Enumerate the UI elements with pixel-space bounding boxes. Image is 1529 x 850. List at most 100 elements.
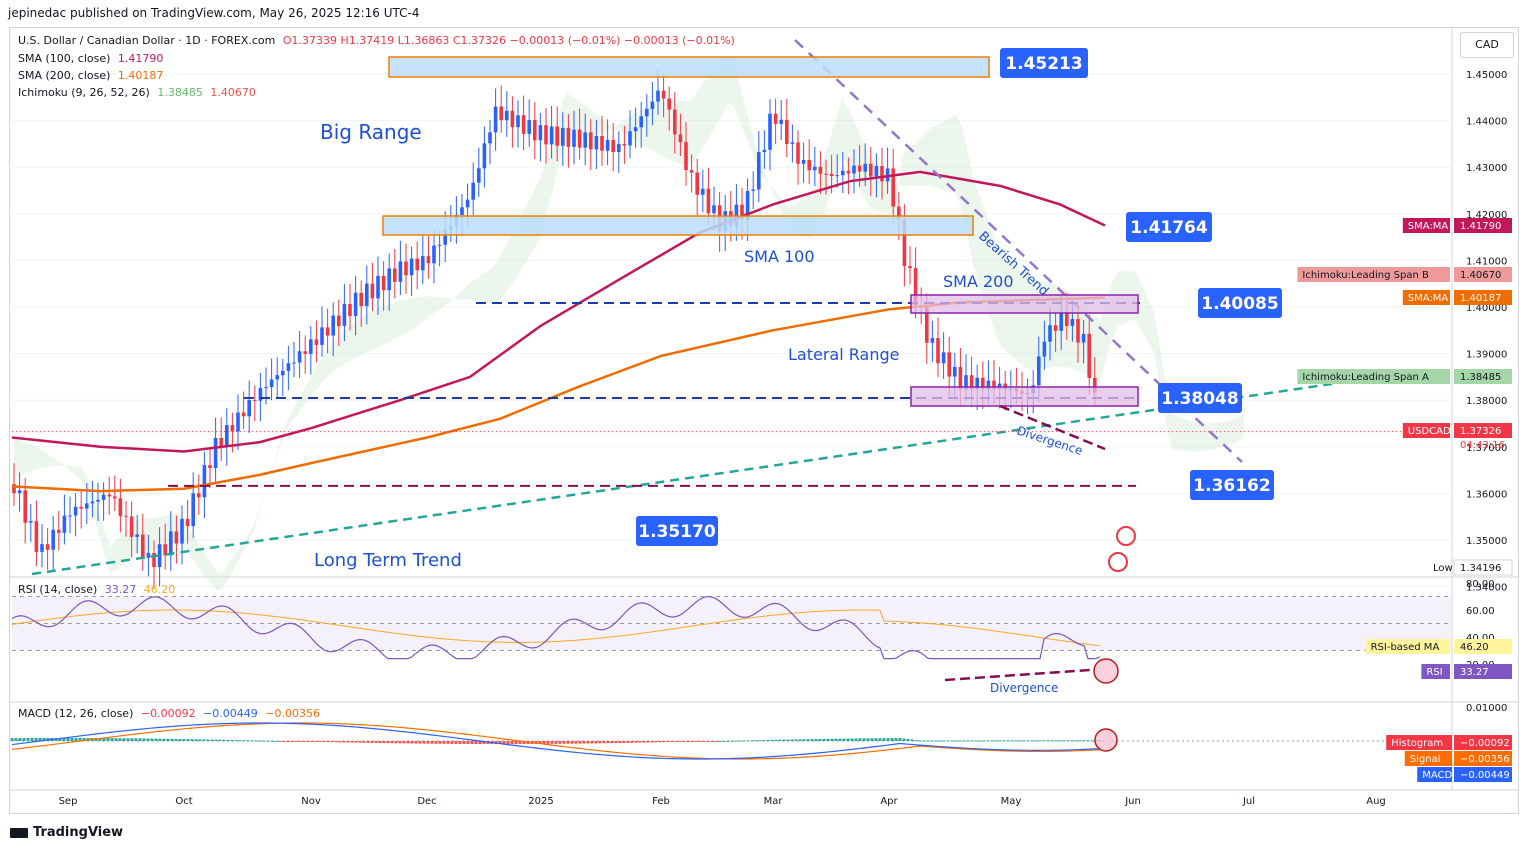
us-flag-icon bbox=[1108, 552, 1128, 572]
candle-body bbox=[785, 119, 789, 144]
candle-body bbox=[706, 188, 711, 214]
y-tick-label: 1.38000 bbox=[1466, 396, 1507, 407]
rsi-tag-value-box bbox=[1454, 664, 1512, 679]
macd-hist-bar bbox=[846, 738, 850, 741]
macd-hist-bar bbox=[150, 738, 154, 741]
candle-body bbox=[314, 339, 319, 345]
candle-body bbox=[197, 493, 201, 498]
candle-body bbox=[645, 108, 649, 117]
macd-hist-bar bbox=[226, 739, 230, 741]
macd-hist-bar bbox=[558, 741, 562, 744]
candle-body bbox=[555, 126, 559, 146]
macd-hist-bar bbox=[822, 738, 826, 741]
macd-hist-bar bbox=[798, 739, 802, 741]
level-label-text: 1.35170 bbox=[638, 522, 716, 542]
level-label-text: 1.36162 bbox=[1193, 476, 1270, 496]
macd-hist-bar bbox=[1086, 740, 1090, 742]
macd-hist-bar bbox=[1062, 740, 1066, 742]
candle-body bbox=[376, 275, 380, 299]
macd-hist-bar bbox=[202, 739, 206, 741]
legend-sma100-row: SMA (100, close) 1.41790 bbox=[18, 52, 167, 65]
candle-body bbox=[169, 531, 173, 556]
candle-body bbox=[874, 166, 879, 177]
macd-hist-bar bbox=[166, 738, 170, 741]
candle-body bbox=[404, 261, 408, 276]
macd-hist-bar bbox=[1002, 740, 1006, 742]
macd-hist-bar bbox=[278, 741, 282, 742]
macd-hist-bar bbox=[422, 741, 426, 744]
level-label-box bbox=[1198, 288, 1282, 318]
x-tick-label: Mar bbox=[764, 796, 784, 807]
candle-body bbox=[762, 149, 767, 153]
macd-hist-bar bbox=[866, 738, 870, 741]
macd-hist-bar bbox=[58, 737, 62, 741]
macd-hist-bar bbox=[586, 741, 590, 744]
macd-hist-bar bbox=[446, 741, 450, 744]
macd-hist-bar bbox=[794, 739, 798, 741]
macd-hist-bar bbox=[454, 741, 458, 744]
y-tick-label: 1.43000 bbox=[1466, 163, 1507, 174]
macd-hist-bar bbox=[1082, 740, 1086, 742]
candle-body bbox=[510, 110, 515, 128]
macd-hist-bar bbox=[250, 740, 254, 742]
level-label-text: 1.41764 bbox=[1130, 218, 1208, 238]
candle-body bbox=[381, 275, 386, 291]
macd-hist-bar bbox=[418, 741, 422, 744]
candle-body bbox=[1076, 319, 1080, 343]
candle-body bbox=[975, 377, 979, 390]
candle-body bbox=[493, 106, 498, 133]
macd-hist-bar bbox=[1026, 740, 1030, 742]
macd-hist-bar bbox=[850, 738, 854, 741]
rsi-tag-value-box bbox=[1454, 639, 1512, 654]
level-label-box bbox=[1126, 212, 1212, 242]
candle-body bbox=[813, 166, 817, 171]
candle-body bbox=[964, 375, 968, 390]
macd-tag-label-box bbox=[1417, 767, 1452, 782]
macd-tag-value: −0.00092 bbox=[1460, 738, 1510, 749]
macd-hist-bar bbox=[510, 741, 514, 745]
macd-hist-bar bbox=[66, 737, 70, 741]
macd-hist-bar bbox=[630, 741, 634, 743]
candle-body bbox=[264, 387, 268, 389]
macd-hist-bar bbox=[326, 741, 330, 743]
macd-hist-bar bbox=[946, 740, 950, 742]
legend-macd-signal: −0.00356 bbox=[265, 707, 321, 720]
candle-body bbox=[1087, 333, 1091, 378]
tradingview-logo[interactable]: TradingView bbox=[10, 825, 123, 840]
macd-hist-bar bbox=[582, 741, 586, 744]
macd-hist-bar bbox=[270, 740, 274, 742]
candle-body bbox=[925, 305, 929, 343]
macd-hist-bar bbox=[406, 741, 410, 744]
price-tag-value-box bbox=[1454, 290, 1512, 305]
macd-hist-bar bbox=[574, 741, 578, 744]
candle-body bbox=[499, 106, 503, 121]
candle-body bbox=[365, 283, 369, 307]
level-label-box bbox=[1158, 383, 1242, 413]
candle-body bbox=[712, 205, 716, 214]
macd-hist-bar bbox=[186, 739, 190, 741]
y-tick-label: 1.37000 bbox=[1466, 443, 1507, 454]
candle-body bbox=[1070, 319, 1075, 326]
macd-hist-bar bbox=[834, 738, 838, 741]
macd-hist-bar bbox=[738, 740, 742, 742]
low-label: Low bbox=[1433, 563, 1453, 574]
macd-hist-bar bbox=[34, 737, 38, 741]
candle-body bbox=[437, 244, 442, 246]
macd-hist-bar bbox=[98, 738, 102, 741]
macd-hist-bar bbox=[954, 740, 958, 742]
candle-body bbox=[600, 136, 604, 151]
macd-hist-bar bbox=[762, 740, 766, 742]
price-tag-value: 1.40670 bbox=[1460, 270, 1501, 281]
macd-hist-bar bbox=[30, 737, 34, 741]
candle-body bbox=[745, 190, 750, 221]
macd-hist-bar bbox=[626, 741, 630, 743]
x-tick-label: Jun bbox=[1124, 796, 1141, 807]
currency-button[interactable]: CAD bbox=[1460, 32, 1514, 58]
candle-body bbox=[544, 125, 548, 145]
rsi-line bbox=[11, 595, 1101, 660]
macd-hist-bar bbox=[330, 741, 334, 743]
macd-hist-bar bbox=[194, 739, 198, 741]
candle-body bbox=[85, 503, 89, 509]
candle-body bbox=[505, 110, 509, 121]
